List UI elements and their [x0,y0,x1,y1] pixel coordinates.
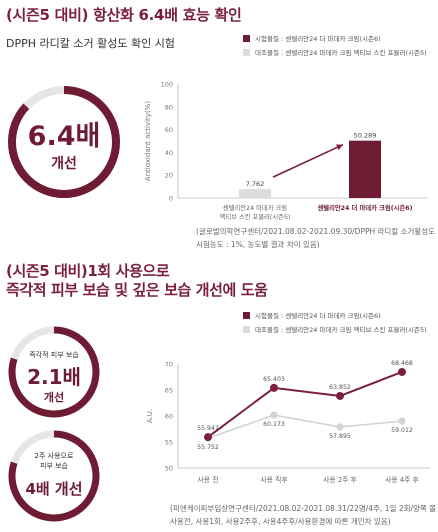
legend-item-control: 대조물질 : 센텔리안24 마데카 크림 맥티브 스킨 포뮬러(시즌5) [243,47,427,57]
series-line [207,371,403,438]
legend-swatch-control [243,48,250,56]
point-label: 59.012 [391,427,413,434]
legend-swatch-test [243,34,250,42]
x-tick-label: 맥티브 스킨 포뮬러(시즌5) [220,212,291,221]
bar-value-label: 50.289 [354,132,377,140]
y-tick-label: 40 [165,149,173,157]
y-tick-label: 20 [165,172,173,180]
badge-ring-progress [8,430,100,522]
point-label: 55.947 [197,425,219,432]
section2-title-line1: (시즌5 대비)1회 사용으로 [6,262,170,280]
y-axis-label: A.U. [146,409,154,423]
bar [239,189,271,198]
series-point [270,383,278,392]
y-tick-label: 70 [165,361,173,369]
y-tick-label: 60 [165,413,173,421]
badge-2-1x: 즉각적 피부 보습 2.1배 개선 [8,326,100,418]
badge-value: 4배 개선 [25,480,82,498]
legend-swatch-control [243,325,250,333]
y-tick-label: 65 [165,387,173,395]
badge-ring-progress [8,86,120,198]
series-point [336,391,344,400]
y-tick-label: 55 [165,439,173,447]
x-tick-label: 사용 전 [198,475,219,484]
point-label: 63.852 [329,384,351,391]
legend-item-control-2: 대조물질 : 센텔리안24 마데카 크림 맥티브 스킨 포뮬러(시즌5) [243,324,427,334]
badge-6-4x: 6.4배 개선 [8,86,120,198]
section1-note-line2: 시험농도 : 1%, 농도별 결과 차이 있음) [196,240,320,249]
badge-4x: 2주 사용으로 피부 보습 4배 개선 [8,430,100,522]
section1-note-line1: (글로벌의학연구센터/2021.08.02-2021.09.30/DPPH 라디… [196,227,438,236]
trend-arrow-head [336,144,343,151]
legend-item-test-2: 시험물질 : 센텔리안24 더 마데카 크림(시즌6) [243,310,381,320]
point-label: 65.403 [263,376,285,383]
point-label: 60.173 [263,421,285,428]
series-point [398,417,406,425]
x-tick-label: 사용 직후 [260,475,287,484]
legend-swatch-test [243,311,250,319]
bar-value-label: 7.762 [246,180,265,188]
series-point [270,411,278,419]
moisture-line-chart: 50 55 60 65 70 A.U. 사용 전 사용 직후 사용 2주 후 사용 4주 후 55.… [146,360,430,484]
y-tick-label: 0 [169,195,173,203]
point-label: 57.895 [329,433,351,440]
point-label: 68.468 [391,360,413,367]
section2-note-line2: 사용전, 사용1회, 사용2주후, 사용4주후/사용환경에 따른 개인차 있음) [170,517,391,526]
trend-arrow [272,143,344,178]
x-tick-label: 센텔리안24 더 마데카 크림(시즌6) [318,203,413,212]
section1-title: (시즌5 대비) 항산화 6.4배 효능 확인 [6,6,242,24]
x-tick-label: 사용 4주 후 [385,475,419,484]
badge-label: 개선 [44,390,64,404]
section2-note-line1: (피엔케이피부임상연구센터/2021.08.02-2021.08.31/22명/… [170,504,438,513]
antioxidant-bar-chart: 0 20 40 60 80 100 Antioxidant activity(%) 7.762… [144,81,428,221]
series-point [204,433,212,442]
badge-top: 즉각적 피부 보습 [29,350,79,359]
point-label: 55.752 [197,444,219,451]
x-tick-label: 사용 2주 후 [323,475,357,484]
badge-top-line1: 2주 사용으로 [35,451,74,460]
badge-value: 2.1배 [27,365,81,389]
series-point [398,367,406,376]
series-point [336,423,344,431]
legend-item-test: 시험물질 : 센텔리안24 더 마데카 크림(시즌6) [243,33,381,43]
y-tick-label: 100 [161,81,173,89]
bar [349,140,381,198]
badge-top-line2: 피부 보습 [40,461,69,470]
badge-ring-progress [8,326,100,418]
section2-title-line2: 즉각적 피부 보습 및 깊은 보습 개선에 도움 [6,281,268,299]
badge-label: 개선 [51,156,77,172]
badge-value: 6.4배 [28,121,101,152]
section1-subtitle: DPPH 라디칼 소거 활성도 확인 시험 [6,37,175,50]
x-tick-label: 센텔리안24 마데카 크림 [223,203,287,212]
series-line [207,414,403,439]
y-tick-label: 50 [165,465,173,473]
y-tick-label: 80 [165,103,173,111]
y-tick-label: 60 [165,126,173,134]
y-axis-label: Antioxidant activity(%) [144,101,152,181]
